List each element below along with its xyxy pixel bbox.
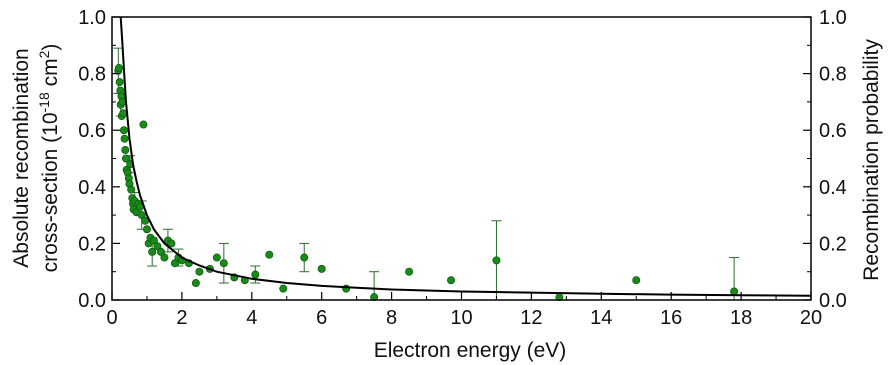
y-axis-left-label-exponent: -18 [36, 92, 52, 112]
x-tick-label: 0 [106, 307, 117, 329]
data-point [251, 270, 260, 279]
y-left-tick-label: 1.0 [78, 7, 106, 29]
y-right-tick-label: 0.0 [819, 290, 847, 312]
x-tick-label: 4 [246, 307, 257, 329]
data-point [121, 146, 130, 155]
y-left-tick-label: 0.8 [78, 64, 106, 86]
data-point [279, 284, 288, 293]
data-point [219, 259, 228, 268]
data-point [121, 154, 130, 163]
x-tick-label: 20 [800, 307, 822, 329]
data-point [120, 134, 129, 143]
y-axis-left-label-close: ) [39, 44, 62, 51]
x-tick-label: 12 [520, 307, 542, 329]
data-point [127, 185, 136, 194]
x-tick-label: 18 [730, 307, 752, 329]
x-tick-label: 16 [660, 307, 682, 329]
data-point [148, 247, 157, 256]
y-left-tick-label: 0.2 [78, 233, 106, 255]
y-axis-left-label-unit: cm [39, 58, 62, 92]
y-axis-left-label-line1: Absolute recombination [10, 48, 33, 267]
x-tick-label: 6 [316, 307, 327, 329]
y-left-tick-label: 0.6 [78, 120, 106, 142]
y-right-tick-label: 1.0 [819, 7, 847, 29]
x-tick-label: 10 [450, 307, 472, 329]
data-points [114, 63, 739, 302]
data-point [119, 109, 128, 118]
y-axis-left-label-line2: cross-section (10-18 cm2) [36, 44, 62, 273]
data-point [167, 239, 176, 248]
data-point [191, 279, 200, 288]
data-point [632, 276, 641, 285]
y-axis-left-label-text: cross-section (10 [39, 112, 62, 272]
data-point [300, 253, 309, 262]
x-tick-label: 14 [590, 307, 612, 329]
y-right-tick-label: 0.8 [819, 64, 847, 86]
data-point [447, 276, 456, 285]
data-point [119, 126, 128, 135]
data-point [156, 247, 165, 256]
y-axis-right-label: Recombination probability [860, 39, 883, 281]
data-point [170, 259, 179, 268]
data-point [195, 267, 204, 276]
data-point [114, 63, 123, 72]
axis-ticks: 0 2 4 6 8 10 12 14 16 18 200.0 0.00.2 0.20.4 0.40.6 0.… [78, 7, 847, 329]
x-axis-label: Electron energy (eV) [374, 339, 567, 362]
y-right-tick-label: 0.4 [819, 177, 847, 199]
data-point [265, 250, 274, 259]
y-right-tick-label: 0.6 [819, 120, 847, 142]
data-point [115, 78, 124, 87]
error-bars [113, 47, 740, 301]
data-point [492, 256, 501, 265]
y-left-tick-label: 0.0 [78, 290, 106, 312]
data-point [137, 211, 146, 220]
data-point [370, 293, 379, 302]
data-point [160, 253, 169, 262]
y-left-tick-label: 0.4 [78, 177, 106, 199]
data-point [139, 120, 148, 129]
data-point [153, 242, 162, 251]
data-point [149, 236, 158, 245]
x-tick-label: 8 [386, 307, 397, 329]
x-tick-label: 2 [176, 307, 187, 329]
data-point [730, 287, 739, 296]
data-point [142, 225, 151, 234]
data-point [317, 264, 326, 273]
y-right-tick-label: 0.2 [819, 233, 847, 255]
data-point [212, 253, 221, 262]
data-point [405, 267, 414, 276]
y-axis-left-label-unit-exponent: 2 [36, 50, 52, 58]
